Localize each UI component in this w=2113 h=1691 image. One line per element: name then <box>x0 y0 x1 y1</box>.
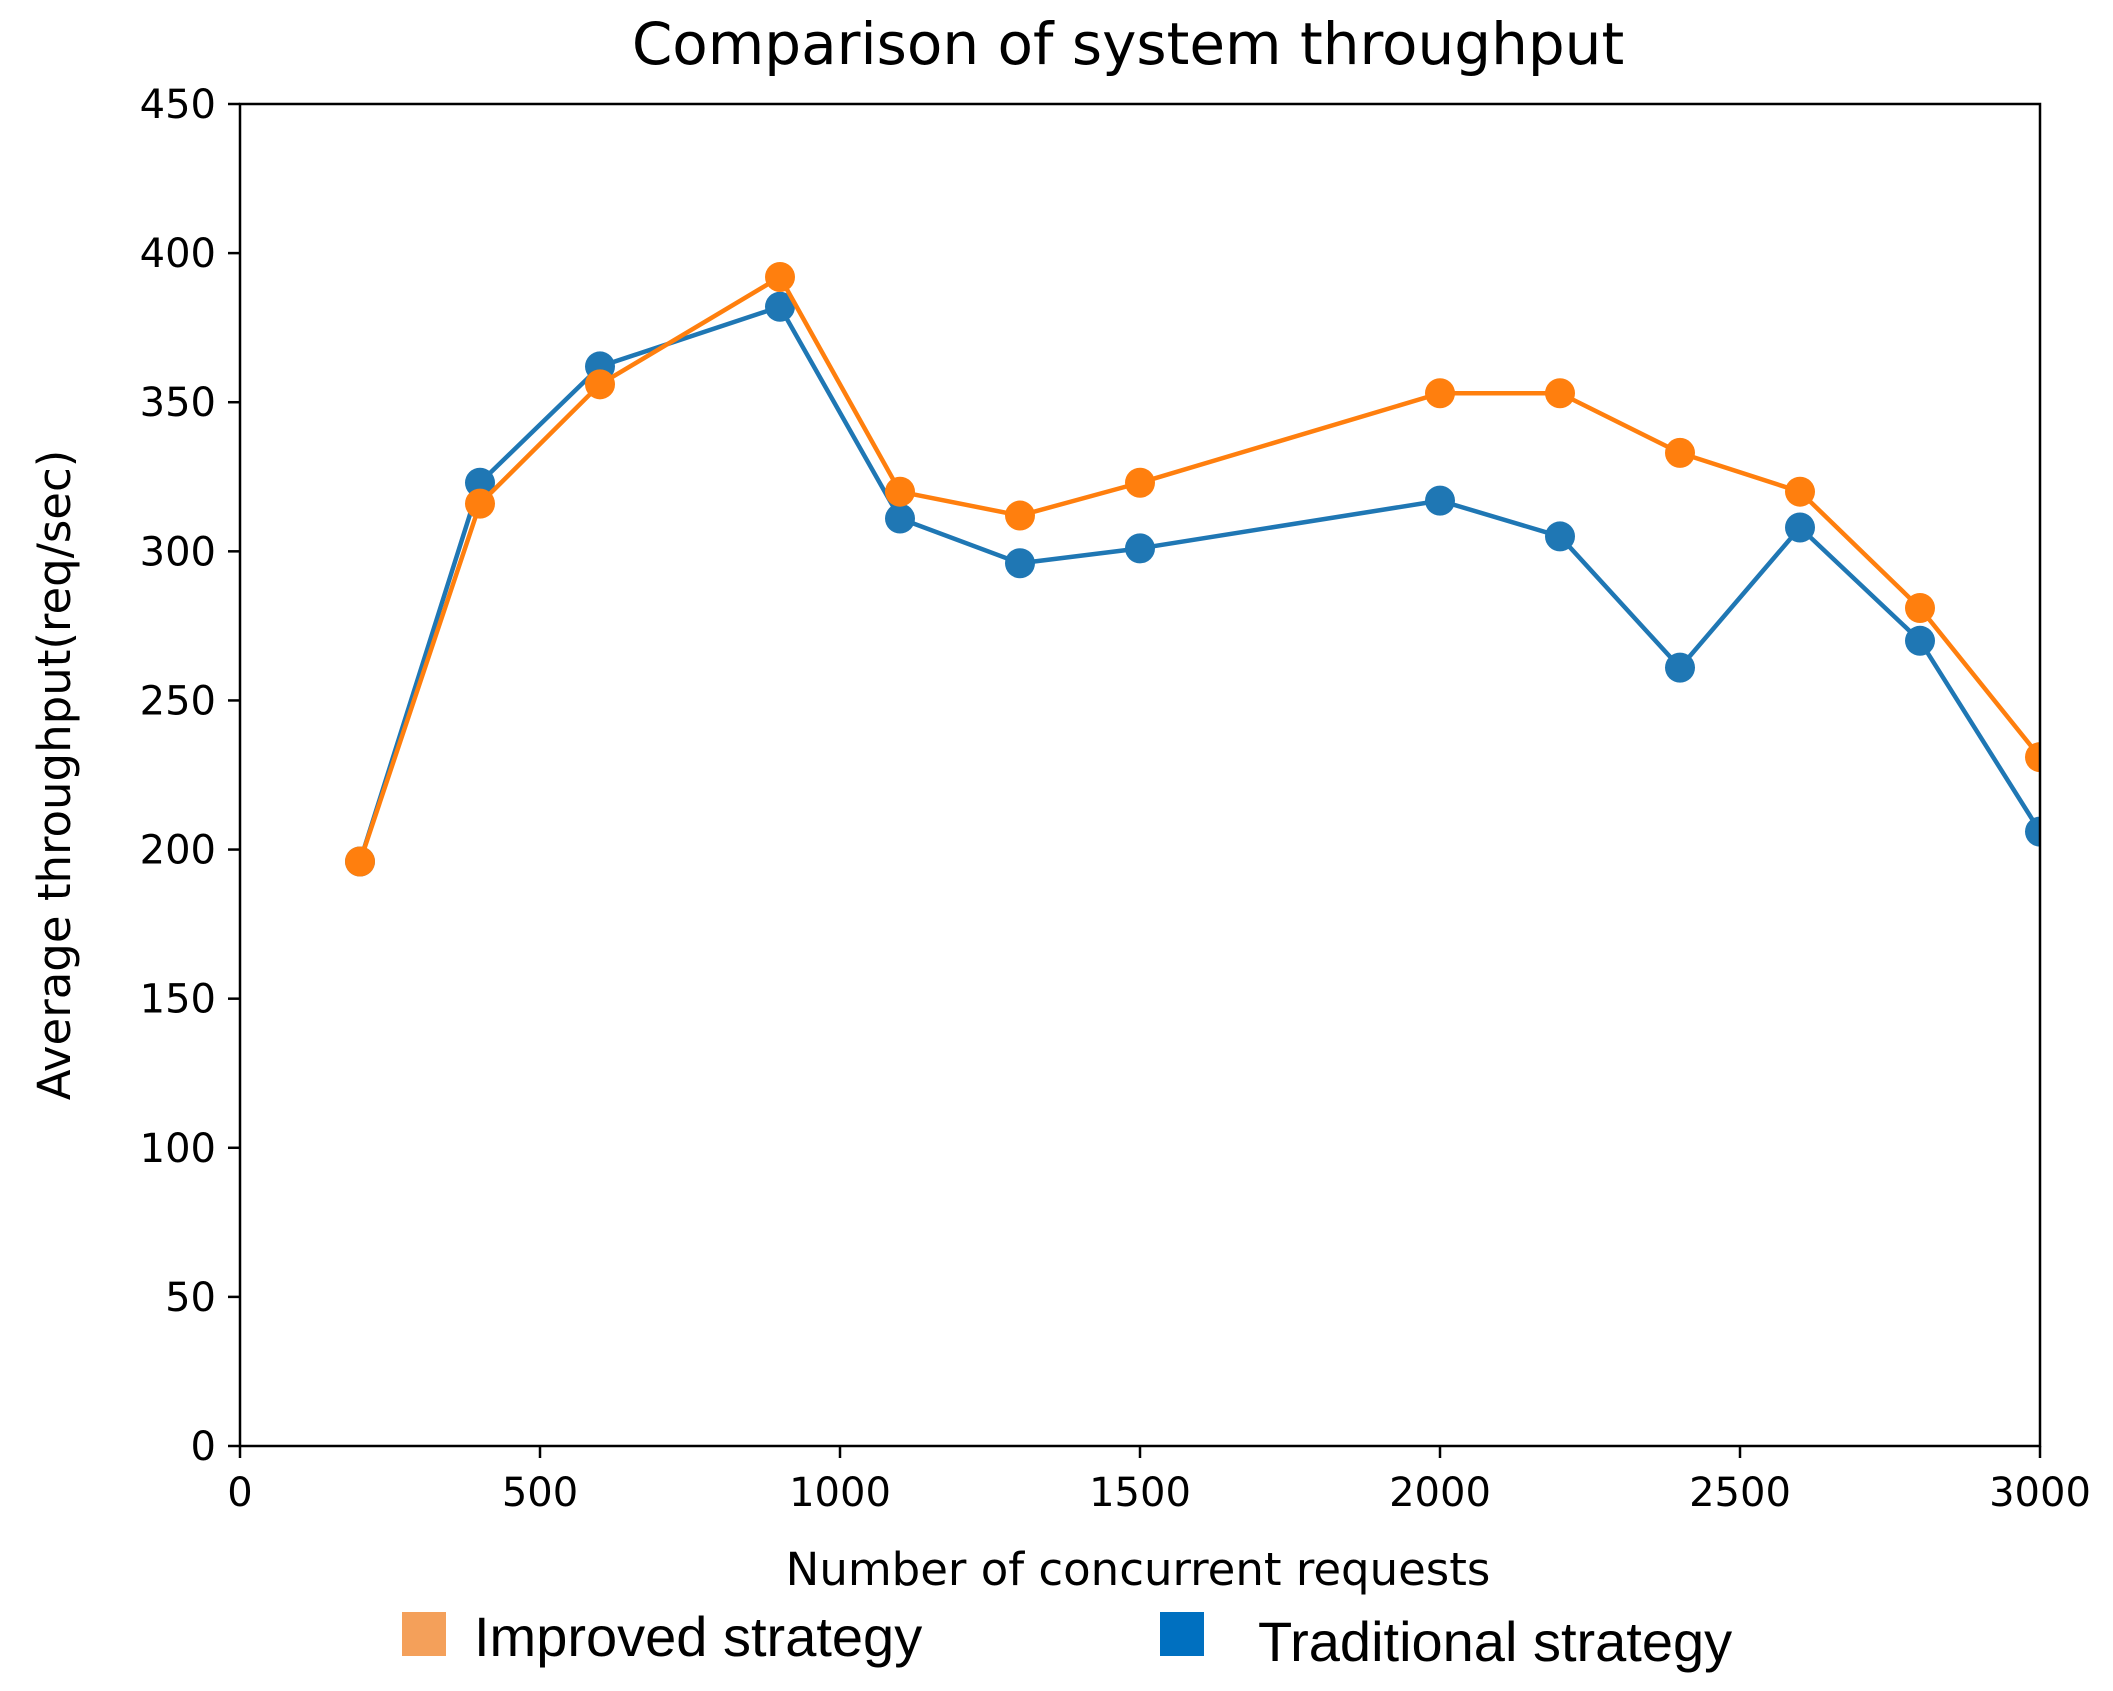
data-point-traditional-strategy <box>465 467 495 498</box>
data-point-traditional-strategy <box>1425 485 1455 516</box>
x-tick-label: 2000 <box>1389 1470 1491 1516</box>
data-point-improved-strategy <box>1545 378 1575 409</box>
y-tick-label: 300 <box>140 529 216 575</box>
data-point-improved-strategy <box>345 846 375 877</box>
data-point-traditional-strategy <box>1665 652 1695 683</box>
y-tick-label: 100 <box>140 1126 216 1172</box>
data-point-improved-strategy <box>885 476 915 507</box>
data-point-improved-strategy <box>1665 437 1695 468</box>
data-point-traditional-strategy <box>1785 512 1815 543</box>
y-tick-label: 0 <box>191 1424 216 1470</box>
y-tick-label: 150 <box>140 977 216 1023</box>
data-point-traditional-strategy <box>1545 521 1575 552</box>
data-point-improved-strategy <box>1905 592 1935 623</box>
x-tick-label: 3000 <box>1989 1470 2091 1516</box>
legend-label-traditional: Traditional strategy <box>1258 1610 1732 1673</box>
y-tick-label: 200 <box>140 828 216 874</box>
data-point-improved-strategy <box>585 369 615 400</box>
data-point-improved-strategy <box>2025 742 2040 773</box>
data-point-traditional-strategy <box>1905 625 1935 656</box>
data-point-traditional-strategy <box>2025 816 2040 847</box>
legend-swatch-traditional <box>1160 1612 1204 1656</box>
data-point-traditional-strategy <box>885 503 915 534</box>
data-point-traditional-strategy <box>765 291 795 322</box>
data-point-improved-strategy <box>465 488 495 519</box>
data-point-improved-strategy <box>1425 378 1455 409</box>
y-tick-label: 50 <box>165 1275 216 1321</box>
y-axis: 0 50 100 150 200 250 300 350 400 450 <box>140 82 240 1470</box>
chart-title: Comparison of system throughput <box>632 10 1624 78</box>
x-axis: 0 500 1000 1500 2000 2500 3000 <box>227 1446 2091 1516</box>
legend-swatch-improved <box>402 1612 446 1656</box>
y-tick-label: 400 <box>140 231 216 277</box>
y-tick-label: 450 <box>140 82 216 128</box>
series-layer <box>345 261 2040 877</box>
y-tick-label: 350 <box>140 380 216 426</box>
data-point-traditional-strategy <box>1005 548 1035 579</box>
x-tick-label: 500 <box>502 1470 578 1516</box>
data-point-improved-strategy <box>1125 467 1155 498</box>
plot-area <box>345 261 2040 877</box>
legend-label-improved: Improved strategy <box>474 1605 922 1668</box>
x-tick-label: 2500 <box>1689 1470 1791 1516</box>
y-tick-label: 250 <box>140 678 216 724</box>
plot-frame <box>238 102 2042 1448</box>
data-point-improved-strategy <box>1005 500 1035 531</box>
data-point-improved-strategy <box>1785 476 1815 507</box>
x-tick-label: 1000 <box>789 1470 891 1516</box>
x-tick-label: 0 <box>227 1470 252 1516</box>
y-axis-label: Average throughput(req/sec) <box>28 450 81 1101</box>
data-point-traditional-strategy <box>1125 533 1155 564</box>
legend: Improved strategy Traditional strategy <box>402 1605 1732 1673</box>
x-axis-label: Number of concurrent requests <box>786 1543 1491 1596</box>
data-point-improved-strategy <box>765 261 795 292</box>
x-tick-label: 1500 <box>1089 1470 1191 1516</box>
